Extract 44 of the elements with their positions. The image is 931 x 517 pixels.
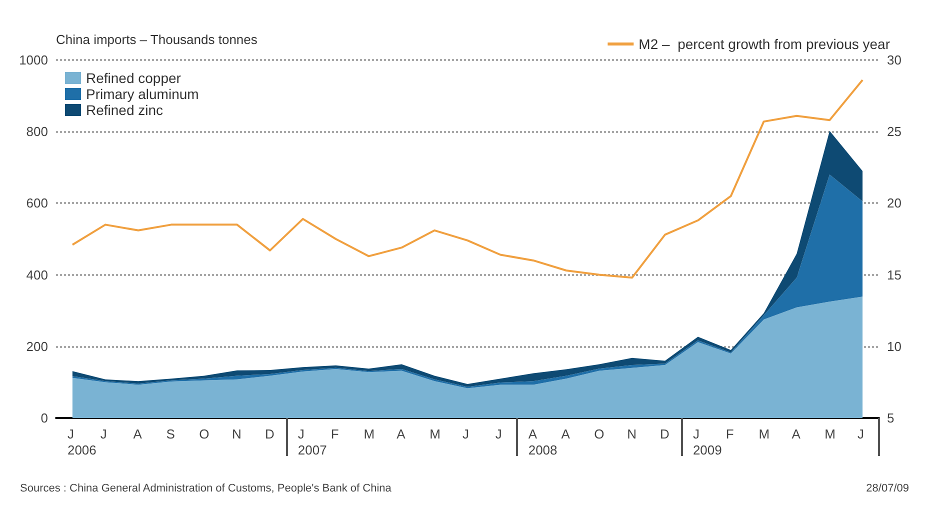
y-tick-label: 800 bbox=[26, 124, 48, 140]
y2-tick-label: 30 bbox=[887, 52, 902, 68]
x-tick-label: J bbox=[495, 426, 502, 442]
x-tick-label: J 2007 bbox=[298, 426, 327, 458]
x-tick-label: F bbox=[330, 426, 339, 442]
x-tick-label: O bbox=[199, 426, 210, 442]
x-tick-label: M bbox=[364, 426, 375, 442]
x-tick-label: A bbox=[133, 426, 142, 442]
y-tick-label: 1000 bbox=[19, 52, 48, 68]
x-tick-label: D bbox=[660, 426, 670, 442]
x-tick-label: O bbox=[594, 426, 604, 442]
legend-label: Primary aluminum bbox=[86, 86, 199, 102]
x-tick-label: N bbox=[627, 426, 636, 442]
x-tick-label: A 2008 bbox=[528, 426, 558, 458]
y2-tick-label: 10 bbox=[887, 338, 902, 354]
x-tick-label: S bbox=[166, 426, 176, 442]
x-tick-label: J bbox=[100, 426, 107, 442]
x-tick-label: A bbox=[396, 426, 406, 442]
legend-label: Refined copper bbox=[86, 70, 182, 86]
x-tick-label: N bbox=[232, 426, 242, 442]
text: 28/07/09 bbox=[866, 482, 910, 494]
y-tick-label: 600 bbox=[26, 196, 48, 211]
x-tick-label: A bbox=[561, 426, 570, 442]
x-tick-label: M bbox=[758, 426, 770, 442]
legend-label: Refined zinc bbox=[86, 102, 164, 118]
y-tick-label: 0 bbox=[40, 410, 48, 426]
x-tick-label: M bbox=[430, 426, 440, 442]
x-tick-label: J 2009 bbox=[692, 426, 722, 458]
y-axis-title: China imports – Thousands tonnes bbox=[56, 32, 258, 47]
y-tick-label: 400 bbox=[26, 267, 48, 282]
x-tick-label: A bbox=[792, 426, 801, 442]
legend-label: M2 – percent growth from previous year bbox=[638, 36, 890, 52]
y-tick-label: 200 bbox=[26, 338, 48, 354]
x-tick-label: J 2006 bbox=[67, 426, 96, 458]
x-tick-label: F bbox=[726, 426, 734, 442]
x-tick-label: J bbox=[462, 426, 469, 442]
x-tick-label: M bbox=[824, 426, 836, 442]
x-tick-label: J bbox=[858, 426, 864, 442]
x-tick-label: D bbox=[264, 426, 274, 442]
y2-tick-label: 20 bbox=[887, 196, 902, 211]
source-note: Sources : China General Administration of Customs, People's Bank of China bbox=[20, 482, 392, 494]
y2-tick-label: 15 bbox=[887, 267, 902, 282]
y2-tick-label: 25 bbox=[887, 124, 902, 140]
y2-tick-label: 5 bbox=[887, 410, 894, 426]
